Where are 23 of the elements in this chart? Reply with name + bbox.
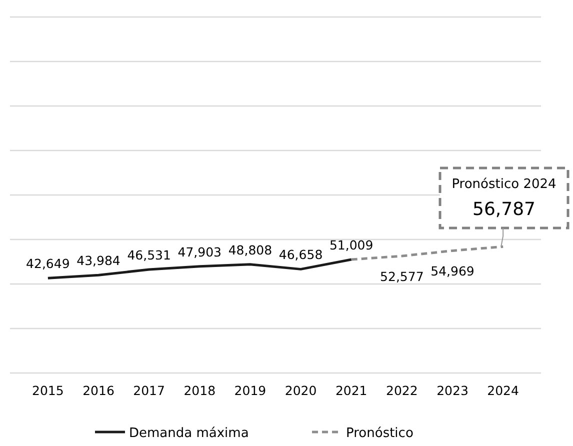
data-label: 52,577 <box>380 269 424 284</box>
x-tick-label: 2023 <box>436 383 468 398</box>
x-tick-label: 2022 <box>386 383 418 398</box>
x-tick-label: 2017 <box>133 383 165 398</box>
data-label: 43,984 <box>76 253 120 268</box>
data-label: 46,531 <box>127 247 171 262</box>
x-tick-label: 2021 <box>335 383 368 398</box>
data-label: 47,903 <box>178 244 222 260</box>
legend-label: Pronóstico <box>346 426 414 441</box>
x-tick-label: 2024 <box>487 383 520 398</box>
data-label: 46,658 <box>278 247 323 262</box>
data-label: 48,808 <box>228 242 272 258</box>
data-label: 42,649 <box>26 256 70 272</box>
x-tick-label: 2016 <box>82 383 114 398</box>
legend-label: Demanda máxima <box>129 426 249 441</box>
data-label: 51,009 <box>329 238 374 253</box>
x-tick-label: 2019 <box>234 383 266 398</box>
x-tick-label: 2020 <box>284 383 317 398</box>
annotation: Pronóstico 2024 <box>452 177 556 192</box>
data-label: 54,969 <box>430 264 474 279</box>
x-tick-label: 2015 <box>32 383 64 398</box>
data-label: 56,787 <box>472 199 536 220</box>
x-tick-label: 2018 <box>184 383 216 398</box>
